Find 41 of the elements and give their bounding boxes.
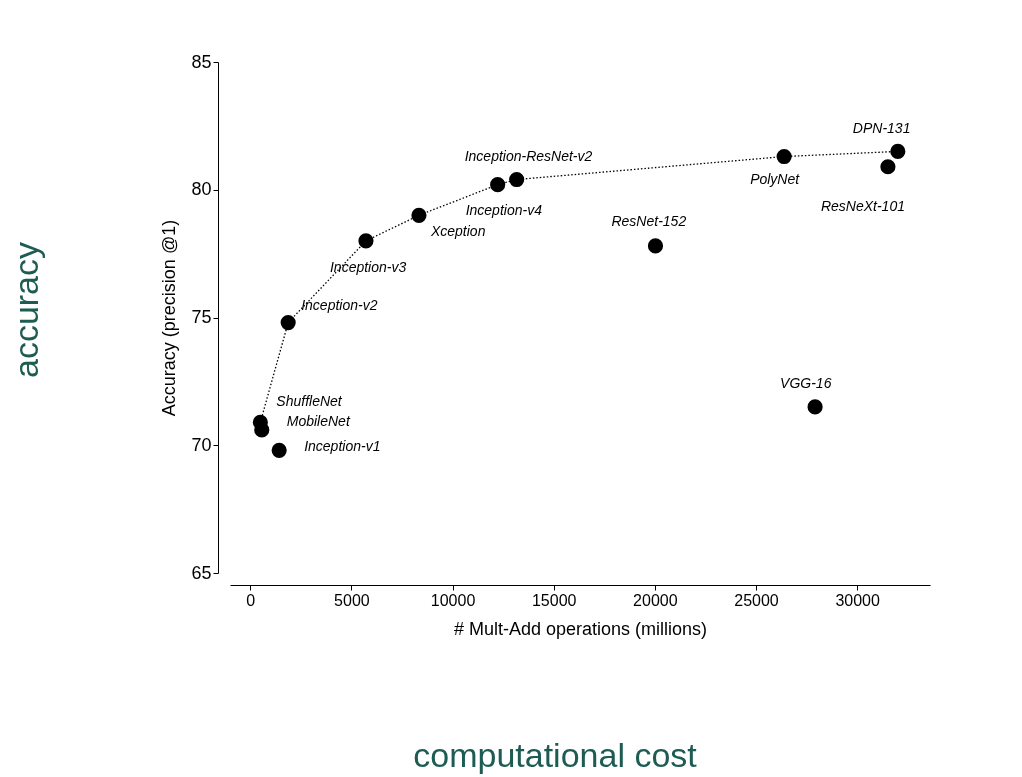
x-tick-label: 20000 [633, 591, 678, 609]
point [411, 207, 427, 223]
y-tick-label: 85 [191, 51, 212, 72]
point [490, 177, 506, 193]
y-tick-label: 75 [191, 307, 212, 327]
x-tick-label: 30000 [835, 591, 881, 609]
annotation: Inception-v2 [301, 296, 378, 313]
point [358, 233, 374, 249]
annotation: ResNet-152 [611, 212, 687, 229]
annotation: Inception-v1 [304, 438, 381, 455]
y-tick-label: 70 [191, 434, 212, 455]
annotation: Inception-ResNet-v2 [464, 147, 593, 164]
annotation: Inception-v3 [329, 258, 407, 275]
annotation: MobileNet [286, 412, 351, 429]
annotation: DPN-131 [852, 120, 911, 137]
x-tick-label: 10000 [430, 591, 476, 609]
annotation: ShuffleNet [276, 393, 343, 410]
y-tick-label: 65 [191, 562, 212, 583]
y-tick-label: 80 [191, 179, 212, 200]
point [647, 238, 664, 254]
annotation: Inception-v4 [465, 201, 543, 218]
y-axis-title: Accuracy (precision @1) [159, 219, 180, 417]
point [807, 399, 823, 415]
annotation: Xception [429, 223, 486, 240]
point [880, 159, 896, 175]
point [890, 143, 906, 159]
annotation: VGG-16 [780, 374, 832, 391]
x-tick-label: 5000 [334, 591, 370, 609]
point [509, 171, 525, 188]
x-tick-label: 25000 [734, 591, 779, 609]
text: accuracy [7, 241, 45, 379]
x-tick-label: 0 [246, 591, 256, 609]
text: computational cost [413, 736, 698, 774]
point [271, 442, 287, 458]
x-tick-label: 15000 [531, 591, 577, 609]
x-axis-title: # Mult-Add operations (millions) [453, 618, 708, 639]
point [280, 315, 296, 331]
point [776, 148, 792, 165]
annotation: ResNeXt-101 [820, 197, 905, 214]
annotation: PolyNet [750, 170, 801, 187]
point [254, 422, 270, 438]
